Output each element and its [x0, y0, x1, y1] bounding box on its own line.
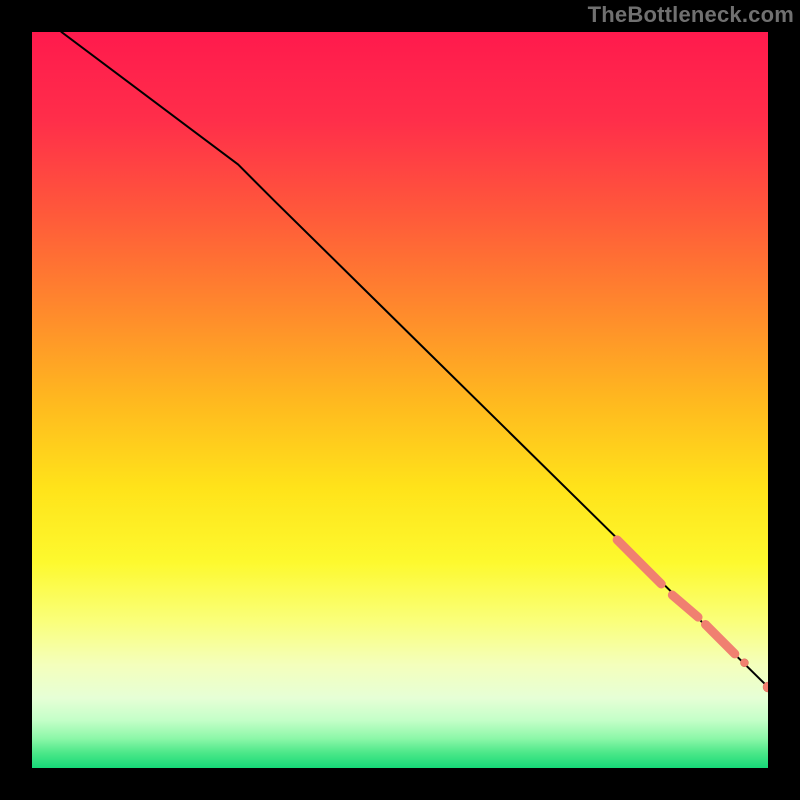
plot-area [32, 32, 768, 768]
watermark-text: TheBottleneck.com [588, 2, 794, 28]
figure-stage: TheBottleneck.com [0, 0, 800, 800]
bottleneck-chart [32, 32, 768, 768]
gradient-background [32, 32, 768, 768]
